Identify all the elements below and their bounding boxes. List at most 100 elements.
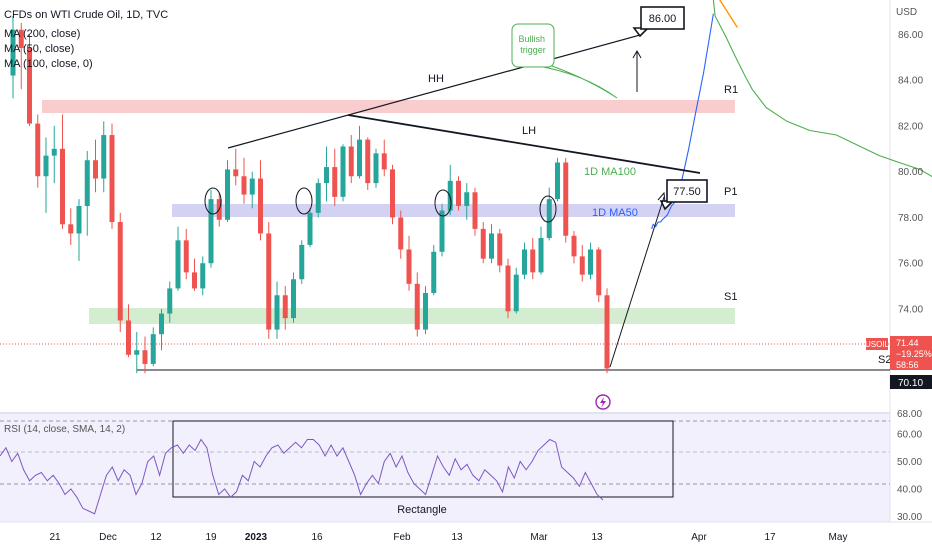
candle[interactable] <box>175 226 181 291</box>
candle[interactable] <box>225 160 230 223</box>
candle[interactable] <box>200 256 206 296</box>
candle[interactable] <box>51 125 57 184</box>
candle[interactable] <box>307 208 313 248</box>
candle[interactable] <box>258 160 263 241</box>
candle[interactable] <box>604 288 610 374</box>
candle-body <box>439 210 445 252</box>
breakout-circle[interactable] <box>204 187 222 215</box>
candle[interactable] <box>167 281 173 323</box>
candle[interactable] <box>282 286 288 330</box>
candle[interactable] <box>142 336 148 374</box>
candle[interactable] <box>332 148 338 206</box>
candle[interactable] <box>398 210 404 259</box>
candle[interactable] <box>563 157 569 243</box>
target-775-callout[interactable] <box>666 179 708 203</box>
candle[interactable] <box>274 281 280 339</box>
candle[interactable] <box>266 222 272 339</box>
candle[interactable] <box>60 114 65 229</box>
candle[interactable] <box>538 226 544 275</box>
candle[interactable] <box>68 208 74 245</box>
candle[interactable] <box>439 203 445 257</box>
candle[interactable] <box>126 304 131 358</box>
candle[interactable] <box>159 309 164 351</box>
candle[interactable] <box>555 157 560 202</box>
candle[interactable] <box>390 164 395 225</box>
candle[interactable] <box>571 231 577 264</box>
candle[interactable] <box>373 148 379 188</box>
candle[interactable] <box>348 135 354 184</box>
ma-line-1[interactable] <box>651 13 714 230</box>
symbol-line[interactable]: CFDs on WTI Crude Oil, 1D, TVC <box>4 9 168 21</box>
candle[interactable] <box>522 242 527 280</box>
candle[interactable] <box>101 121 107 193</box>
candle[interactable] <box>315 178 321 218</box>
candle[interactable] <box>291 272 296 323</box>
candle[interactable] <box>381 139 387 177</box>
candle[interactable] <box>134 331 140 374</box>
ma-line-2[interactable] <box>712 0 932 179</box>
ma-line-0[interactable] <box>718 0 738 28</box>
candle[interactable] <box>505 258 511 319</box>
candle[interactable] <box>324 146 329 202</box>
s1-zone[interactable] <box>89 308 735 324</box>
candle[interactable] <box>497 228 503 273</box>
breakout-circle[interactable] <box>539 195 557 223</box>
candle[interactable] <box>299 240 305 284</box>
candle[interactable] <box>18 22 24 90</box>
candle-body <box>390 169 395 218</box>
candle[interactable] <box>472 187 478 236</box>
candle[interactable] <box>249 171 255 209</box>
lh-trendline[interactable] <box>347 114 701 174</box>
rsi-rectangle[interactable] <box>172 420 674 498</box>
indicator-ma100[interactable]: MA (100, close, 0) <box>4 58 93 70</box>
candle[interactable] <box>241 157 247 204</box>
candle-body <box>291 279 296 319</box>
candle[interactable] <box>423 286 428 335</box>
hh-trendline[interactable] <box>227 34 641 149</box>
candle-body <box>538 238 544 273</box>
breakout-circle[interactable] <box>434 189 452 217</box>
candle[interactable] <box>27 34 32 126</box>
candle[interactable] <box>464 183 470 220</box>
candle[interactable] <box>456 176 461 211</box>
candle[interactable] <box>183 228 189 280</box>
candle[interactable] <box>340 144 346 202</box>
candle[interactable] <box>513 267 519 314</box>
candle[interactable] <box>208 189 214 268</box>
r1-zone[interactable] <box>42 100 735 113</box>
candle[interactable] <box>480 222 486 264</box>
candle[interactable] <box>117 212 123 332</box>
candle[interactable] <box>109 123 115 229</box>
indicator-ma200[interactable]: MA (200, close) <box>4 28 80 40</box>
projection-arrow[interactable] <box>609 196 665 368</box>
candle[interactable] <box>588 242 593 280</box>
target-86-callout[interactable] <box>640 6 685 30</box>
candle-body <box>324 167 329 184</box>
candle[interactable] <box>93 139 98 193</box>
candle[interactable] <box>84 151 90 236</box>
p1-zone[interactable] <box>172 204 735 217</box>
candle[interactable] <box>414 272 420 337</box>
candle[interactable] <box>233 148 239 186</box>
candle[interactable] <box>431 244 437 296</box>
candle[interactable] <box>579 244 585 282</box>
candle[interactable] <box>150 327 156 367</box>
candle[interactable] <box>35 114 41 188</box>
candle[interactable] <box>530 238 536 280</box>
candle[interactable] <box>192 258 197 291</box>
candle[interactable] <box>357 125 362 179</box>
candle-body <box>27 48 32 124</box>
candle[interactable] <box>365 137 371 190</box>
breakout-circle[interactable] <box>295 187 313 215</box>
candle[interactable] <box>43 137 49 213</box>
time-tick-label: Feb <box>393 532 411 543</box>
candle[interactable] <box>596 247 602 303</box>
bullish-trigger-callout[interactable] <box>511 23 555 68</box>
rsi-title[interactable]: RSI (14, close, SMA, 14, 2) <box>4 424 125 435</box>
candle[interactable] <box>406 235 412 291</box>
candle[interactable] <box>489 224 494 264</box>
bullish-trigger-pointer <box>537 65 618 99</box>
indicator-ma50[interactable]: MA (50, close) <box>4 43 74 55</box>
candle[interactable] <box>76 199 82 261</box>
candle[interactable] <box>10 16 16 99</box>
